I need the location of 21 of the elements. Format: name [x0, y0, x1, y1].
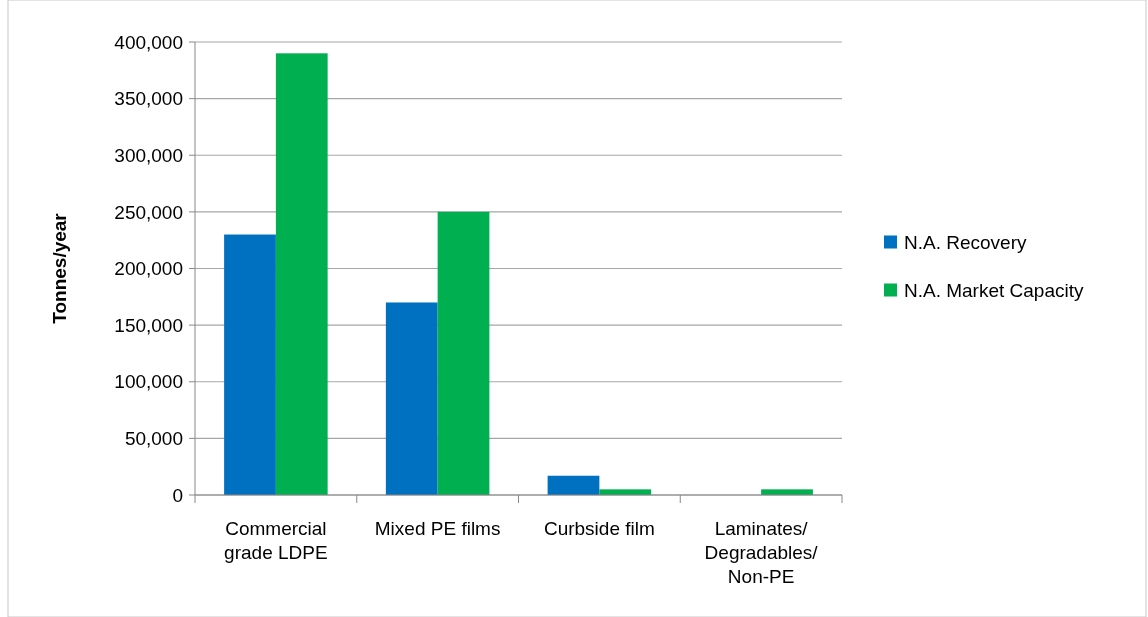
x-tick-label: Laminates/ Degradables/ Non-PE — [704, 518, 819, 587]
bar — [275, 53, 328, 495]
bar — [547, 475, 600, 495]
y-tick-label: 150,000 — [114, 314, 183, 336]
bar — [437, 211, 490, 495]
y-tick-label: 350,000 — [114, 88, 183, 110]
x-tick-label: Commercial grade LDPE — [224, 518, 328, 563]
bar — [224, 234, 276, 495]
y-tick-label: 250,000 — [114, 201, 183, 223]
y-tick-label: 400,000 — [114, 31, 183, 53]
y-tick-label: 100,000 — [114, 371, 183, 393]
y-tick-label: 0 — [172, 484, 183, 506]
x-tick-label: Curbside film — [543, 518, 655, 539]
bar — [385, 302, 438, 495]
y-tick-label: 50,000 — [124, 428, 183, 450]
y-axis-title: Tonnes/year — [49, 212, 70, 324]
x-tick-label: Mixed PE films — [374, 518, 501, 539]
y-tick-label: 200,000 — [114, 258, 183, 280]
y-tick-label: 300,000 — [114, 144, 183, 166]
legend-label: N.A. Recovery — [904, 232, 1027, 254]
legend-label: N.A. Market Capacity — [904, 280, 1084, 302]
